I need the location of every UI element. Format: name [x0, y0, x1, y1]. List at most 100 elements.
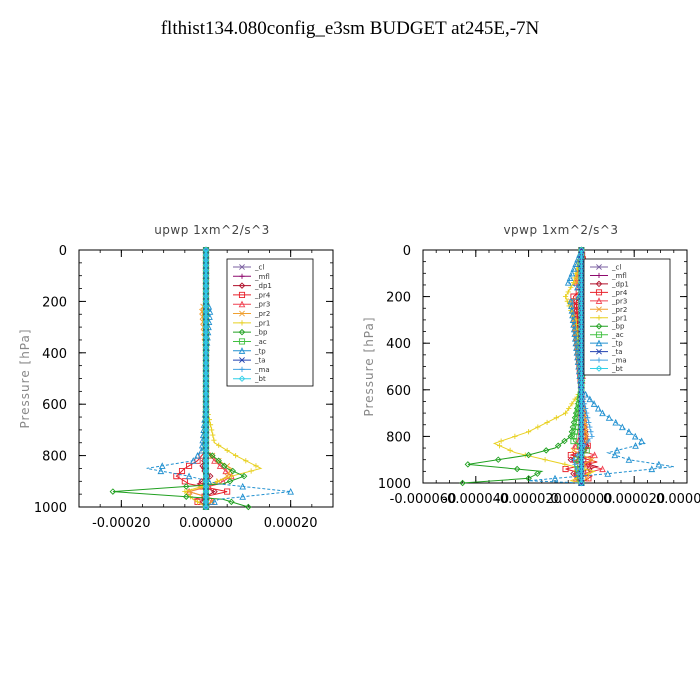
data-point	[590, 400, 598, 407]
legend-label-cl: _cl	[254, 264, 264, 272]
data-point	[570, 457, 577, 463]
data-point	[209, 427, 215, 433]
data-point	[228, 473, 234, 479]
data-point	[605, 414, 613, 421]
data-point	[572, 260, 580, 268]
x-tick-label: 0.00020	[264, 516, 318, 531]
y-tick-label: 600	[386, 384, 411, 399]
data-point	[525, 451, 532, 459]
data-point	[189, 457, 197, 464]
legend-marker	[238, 282, 246, 289]
legend-marker	[239, 366, 245, 372]
legend-label-pr3: _pr3	[254, 301, 270, 309]
data-point	[584, 410, 590, 416]
legend-marker	[595, 322, 603, 330]
data-point	[186, 462, 193, 469]
data-point	[583, 447, 590, 454]
data-point	[542, 457, 548, 463]
legend-label-pr3: _pr3	[611, 297, 627, 305]
data-point	[568, 269, 576, 277]
data-point	[526, 429, 532, 435]
data-point	[248, 468, 254, 474]
data-point	[216, 442, 222, 448]
legend-label-pr1: _pr1	[254, 319, 270, 327]
data-point	[224, 447, 230, 454]
data-point	[535, 424, 541, 430]
data-point	[507, 447, 513, 453]
data-point	[572, 461, 578, 467]
x-tick-label: 0.000040	[656, 492, 700, 507]
data-point	[208, 498, 215, 505]
data-point	[599, 465, 606, 473]
data-point	[613, 446, 621, 454]
legend-marker	[239, 320, 245, 326]
data-point	[253, 463, 259, 469]
legend-marker	[596, 272, 602, 279]
legend-marker	[239, 273, 245, 279]
data-point	[211, 437, 217, 443]
y-tick-label: 400	[386, 337, 411, 352]
data-point	[243, 458, 249, 464]
data-point	[544, 419, 550, 426]
series-bt	[578, 246, 585, 487]
y-tick-label: 400	[42, 347, 67, 362]
data-point	[534, 470, 541, 477]
data-point	[631, 432, 639, 440]
y-tick-label: 200	[386, 291, 411, 306]
data-point	[209, 452, 216, 459]
x-tick-label: -0.000040	[442, 492, 509, 507]
legend-marker	[595, 280, 603, 288]
data-point	[585, 415, 591, 421]
data-point	[612, 418, 620, 426]
data-point	[571, 433, 578, 440]
legend-marker	[596, 264, 602, 270]
x-tick-label: -0.000020	[495, 492, 562, 507]
data-point	[233, 453, 239, 459]
legend-label-mfl: _mfl	[254, 273, 270, 281]
legend-label-bp: _bp	[611, 323, 625, 331]
y-tick-label: 200	[42, 295, 67, 310]
data-point	[611, 451, 619, 459]
legend-box	[583, 258, 671, 376]
legend-marker	[238, 347, 246, 354]
data-point	[239, 482, 247, 490]
data-point	[562, 465, 569, 473]
legend-marker	[596, 315, 602, 321]
data-point	[569, 401, 575, 407]
legend-label-pr2: _pr2	[611, 306, 627, 314]
data-point	[495, 456, 502, 463]
legend-1: _cl_mfl_dp1_pr4_pr3_pr2_pr1_bp_ac_tp_ta_…	[226, 258, 314, 387]
data-point	[498, 438, 504, 444]
x-tick-label: 0.00000	[179, 516, 233, 531]
data-point	[185, 472, 193, 480]
plot-1-title: upwp 1xm^2/s^3	[154, 223, 270, 237]
data-point	[245, 503, 252, 511]
data-point	[585, 456, 592, 463]
data-point	[583, 433, 590, 440]
series-bt	[202, 246, 210, 511]
y-tick-label: 800	[42, 450, 67, 465]
data-point	[586, 395, 594, 403]
legend-marker	[595, 331, 603, 338]
data-point	[632, 442, 639, 449]
data-point	[638, 437, 645, 445]
plot-2-title: vpwp 1xm^2/s^3	[503, 223, 618, 237]
legend-label-ta: _ta	[611, 348, 623, 356]
data-point	[157, 467, 165, 475]
data-point	[226, 478, 234, 485]
legend-marker	[596, 357, 602, 363]
data-point	[589, 456, 595, 463]
data-point	[588, 429, 594, 435]
data-point	[513, 465, 521, 473]
data-point	[570, 265, 578, 272]
data-point	[625, 428, 633, 435]
data-point	[570, 447, 577, 454]
data-point	[194, 498, 201, 505]
data-point	[214, 478, 220, 484]
data-point	[570, 438, 577, 445]
data-point	[464, 461, 472, 468]
legend-marker	[596, 306, 602, 313]
data-point	[173, 473, 180, 480]
data-point	[625, 456, 633, 463]
